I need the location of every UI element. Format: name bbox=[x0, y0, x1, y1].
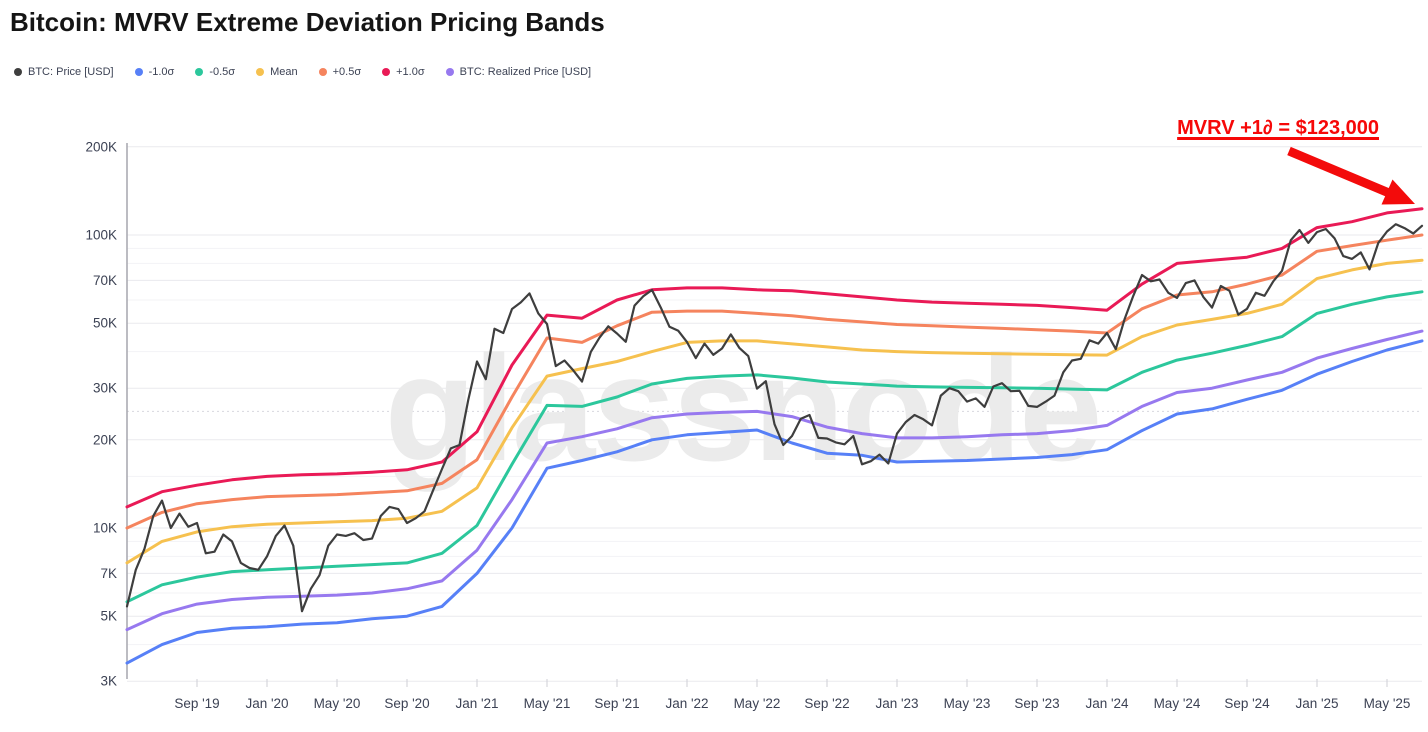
annotation-arrow-shaft bbox=[1287, 146, 1391, 198]
x-tick-label: Sep '24 bbox=[1224, 696, 1270, 711]
x-tick-label: Jan '23 bbox=[875, 696, 918, 711]
legend-item-1[interactable]: -1.0σ bbox=[134, 66, 175, 78]
series-line-btc-realized-price bbox=[125, 329, 1424, 632]
x-tick-label: Jan '20 bbox=[245, 696, 288, 711]
annotation-label: MVRV +1∂ = $123,000 bbox=[1177, 117, 1379, 139]
y-tick-label-200K: 200K bbox=[85, 139, 117, 154]
series-line-mean bbox=[125, 258, 1424, 565]
x-tick-label: Jan '22 bbox=[665, 696, 708, 711]
legend-item-4[interactable]: +0.5σ bbox=[318, 66, 362, 78]
legend-dot-icon bbox=[195, 68, 204, 76]
y-tick-label-3K: 3K bbox=[100, 674, 117, 689]
legend-item-label: -0.5σ bbox=[209, 66, 236, 78]
legend-dot-icon bbox=[445, 68, 454, 76]
legend-item-0[interactable]: BTC: Price [USD] bbox=[14, 66, 114, 78]
legend-item-label: BTC: Price [USD] bbox=[28, 66, 114, 78]
x-tick-label: May '21 bbox=[524, 696, 571, 711]
x-tick-label: May '25 bbox=[1364, 696, 1411, 711]
legend-item-label: +1.0σ bbox=[396, 66, 425, 78]
y-tick-label-30K: 30K bbox=[93, 381, 117, 396]
x-tick-label: May '20 bbox=[314, 696, 361, 711]
x-tick-label: Jan '24 bbox=[1085, 696, 1129, 711]
annotation-arrow-head-icon bbox=[1381, 179, 1415, 205]
x-tick-label: May '22 bbox=[734, 696, 781, 711]
x-tick-label: Sep '22 bbox=[804, 696, 849, 711]
legend-item-6[interactable]: BTC: Realized Price [USD] bbox=[445, 66, 592, 78]
y-tick-label-10K: 10K bbox=[93, 521, 117, 536]
y-tick-label-5K: 5K bbox=[100, 609, 117, 624]
x-tick-label: Sep '21 bbox=[594, 696, 639, 711]
legend-item-5[interactable]: +1.0σ bbox=[382, 66, 425, 78]
legend-dot-icon bbox=[14, 68, 22, 76]
legend-dot-icon bbox=[134, 68, 143, 76]
series-line-plus-05-sigma bbox=[125, 233, 1424, 530]
x-tick-label: Sep '20 bbox=[384, 696, 429, 711]
x-tick-label: May '23 bbox=[944, 696, 991, 711]
y-tick-label-100K: 100K bbox=[85, 228, 117, 243]
page-title: Bitcoin: MVRV Extreme Deviation Pricing … bbox=[10, 7, 605, 37]
legend-dot-icon bbox=[318, 68, 327, 76]
legend-item-label: Mean bbox=[270, 66, 298, 78]
legend-dot-icon bbox=[256, 68, 265, 76]
x-tick-label: Jan '21 bbox=[455, 696, 498, 711]
x-tick-label: Sep '19 bbox=[174, 696, 219, 711]
series-line-minus-05-sigma bbox=[125, 290, 1424, 604]
legend-dot-icon bbox=[382, 68, 391, 76]
y-tick-label-20K: 20K bbox=[93, 432, 117, 447]
y-tick-label-50K: 50K bbox=[93, 316, 117, 331]
x-tick-label: May '24 bbox=[1154, 696, 1201, 711]
series-line-plus-1-sigma bbox=[125, 207, 1424, 509]
legend-item-label: -1.0σ bbox=[148, 66, 175, 78]
x-tick-label: Sep '23 bbox=[1014, 696, 1059, 711]
y-tick-label-7K: 7K bbox=[100, 566, 117, 581]
legend-item-3[interactable]: Mean bbox=[256, 66, 298, 78]
y-tick-label-70K: 70K bbox=[93, 273, 117, 288]
legend: BTC: Price [USD] -1.0σ -0.5σ Mean +0.5σ +1.0σ… bbox=[14, 66, 591, 78]
legend-item-label: +0.5σ bbox=[332, 66, 362, 78]
legend-item-2[interactable]: -0.5σ bbox=[195, 66, 235, 78]
series-line-btc-price bbox=[125, 223, 1424, 613]
legend-item-label: BTC: Realized Price [USD] bbox=[459, 66, 592, 78]
x-tick-label: Jan '25 bbox=[1295, 696, 1338, 711]
series-line-minus-1-sigma bbox=[125, 339, 1424, 665]
